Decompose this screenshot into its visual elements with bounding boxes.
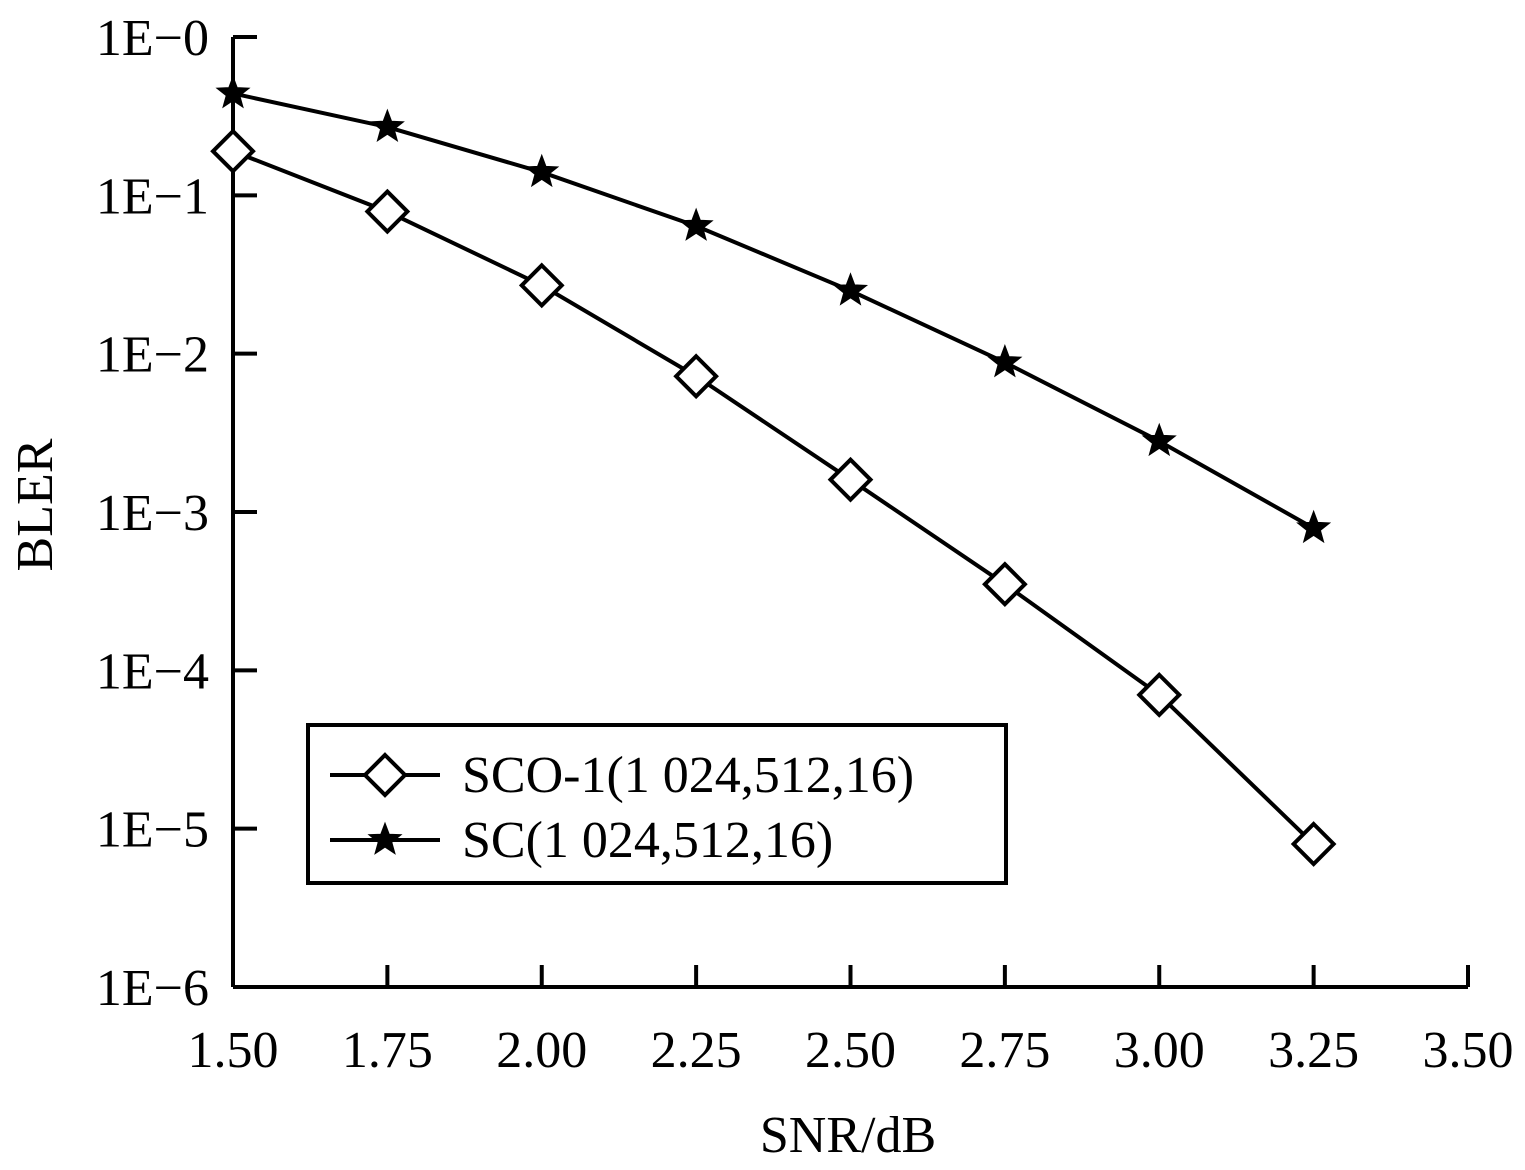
data-point-star: [1141, 422, 1177, 457]
y-tick-label: 1E−4: [96, 643, 209, 700]
y-tick-label: 1E−1: [96, 168, 209, 225]
data-point-diamond: [518, 262, 565, 309]
y-tick-label: 1E−0: [96, 10, 209, 67]
data-point-star: [1296, 509, 1332, 544]
data-point-diamond: [210, 128, 256, 175]
series-1: [215, 75, 1332, 544]
data-point-diamond: [1290, 821, 1337, 867]
x-tick-label: 2.25: [651, 1022, 742, 1079]
x-tick-label: 3.50: [1423, 1022, 1514, 1079]
x-tick-label: 2.00: [496, 1022, 587, 1079]
x-tick-label: 1.75: [342, 1022, 433, 1079]
legend-diamond-icon: [362, 752, 408, 798]
x-tick-label: 3.25: [1268, 1022, 1359, 1079]
data-point-diamond: [982, 561, 1028, 608]
legend: SCO-1(1 024,512,16) SC(1 024,512,16): [306, 723, 1008, 885]
x-tick-label: 1.50: [188, 1022, 279, 1079]
y-tick-label: 1E−2: [96, 327, 209, 384]
legend-marker-sco: [362, 752, 408, 798]
y-tick-label: 1E−6: [96, 960, 209, 1017]
legend-label-sco: SCO-1(1 024,512,16): [462, 747, 914, 804]
x-tick-label: 2.75: [959, 1022, 1050, 1079]
legend-star-icon: [367, 821, 403, 855]
data-point-star: [215, 75, 251, 109]
y-tick-label: 1E−3: [96, 485, 209, 542]
legend-label-sc: SC(1 024,512,16): [462, 812, 833, 869]
series-line: [232, 91, 1315, 530]
data-point-diamond: [673, 353, 719, 400]
series-layer: [210, 75, 1337, 867]
legend-box: [306, 723, 1008, 885]
x-axis-label: SNR/dB: [760, 1107, 936, 1164]
series-line: [232, 149, 1316, 846]
data-point-diamond: [364, 188, 411, 235]
series-0: [210, 128, 1337, 867]
legend-marker-sc: [367, 821, 403, 855]
data-point-star: [678, 207, 714, 241]
y-axis-label: BLER: [7, 438, 64, 571]
data-point-diamond: [827, 456, 874, 503]
y-ticks: 1E−0 1E−1 1E−2 1E−3 1E−4 1E−5 1E−6: [96, 10, 257, 1017]
x-tick-label: 2.50: [805, 1022, 896, 1079]
x-tick-label: 3.00: [1114, 1022, 1205, 1079]
data-point-star: [369, 108, 405, 142]
data-point-star: [987, 344, 1023, 378]
data-point-star: [832, 272, 869, 306]
data-point-star: [524, 153, 560, 188]
x-ticks: 1.50 1.75 2.00 2.25 2.50 2.75 3.00 3.25 3.50: [188, 965, 1514, 1079]
y-tick-label: 1E−5: [96, 802, 209, 859]
data-point-diamond: [1136, 672, 1183, 718]
